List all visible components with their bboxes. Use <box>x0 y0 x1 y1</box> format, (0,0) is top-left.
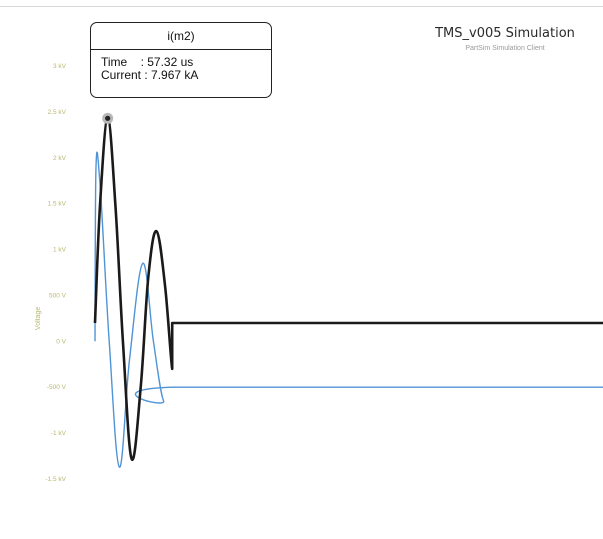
tooltip-time-value: 57.32 us <box>147 55 194 69</box>
y-tick-label: 500 V <box>49 292 67 299</box>
tooltip-current-label: Current <box>101 68 142 82</box>
series-line-primary[interactable] <box>93 117 603 461</box>
y-tick-label: -1 kV <box>51 430 67 437</box>
highlight-marker-point[interactable] <box>105 115 111 121</box>
tooltip-time-row: Time : 57.32 us <box>101 55 194 69</box>
tooltip-current-value: 7.967 kA <box>151 68 199 82</box>
chart-title: TMS_v005 Simulation <box>435 26 575 41</box>
tooltip-current-row: Current : 7.967 kA <box>101 68 199 82</box>
y-tick-label: 2 kV <box>53 155 67 162</box>
y-tick-label: 0 V <box>56 338 66 345</box>
series-line-secondary[interactable] <box>94 151 603 468</box>
y-tick-label: -500 V <box>47 384 67 391</box>
chart-subtitle: PartSim Simulation Client <box>465 45 545 52</box>
y-axis-label: Voltage <box>35 307 42 330</box>
tooltip-series-name: i(m2) <box>91 23 271 50</box>
data-tooltip: i(m2) Time : 57.32 us Current : 7.967 kA <box>90 22 272 98</box>
tooltip-time-label: Time <box>101 55 128 69</box>
y-tick-label: 3 kV <box>53 63 67 70</box>
y-tick-label: -1.5 kV <box>45 476 66 483</box>
top-divider <box>0 6 603 7</box>
y-tick-label: 2.5 kV <box>48 109 67 116</box>
y-tick-label: 1 kV <box>53 247 67 254</box>
y-tick-label: 1.5 kV <box>48 201 67 208</box>
